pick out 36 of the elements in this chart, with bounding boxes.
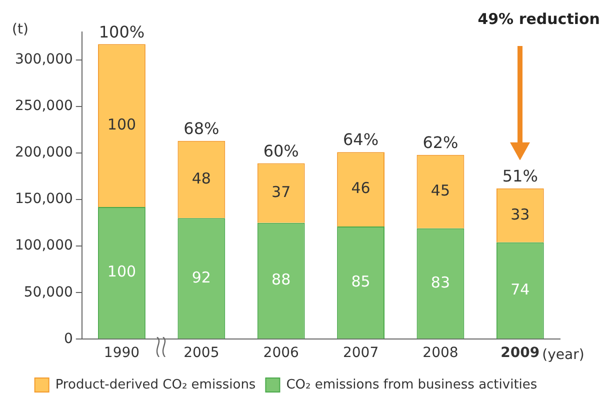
annotation: 88 <box>272 270 291 289</box>
annotation: 83 <box>430 273 450 292</box>
y-tick-label: 250,000 <box>14 98 73 114</box>
y-tick-label: 200,000 <box>14 144 73 161</box>
annotation: 100% <box>98 22 145 42</box>
annotation: 46 <box>351 179 370 198</box>
y-axis-title: (t) <box>12 22 28 38</box>
annotation: 100 <box>107 115 136 134</box>
annotation: 33 <box>510 205 530 224</box>
y-tick-label: 50,000 <box>24 284 73 300</box>
annotation: 74 <box>510 280 530 298</box>
annotation: 48 <box>192 169 211 188</box>
annotation: 62% <box>422 133 458 152</box>
legend-label: Product-derived CO₂ emissions <box>55 377 256 392</box>
annotation: 92 <box>192 268 211 286</box>
annotation: 64% <box>343 130 379 150</box>
annotation: 85 <box>351 272 370 291</box>
annotation: 51% <box>502 166 538 186</box>
y-tick-label: 150,000 <box>14 191 73 208</box>
annotation: 45 <box>430 182 450 200</box>
x-tick-label: 2009 <box>500 345 540 362</box>
legend-label: CO₂ emissions from business activities <box>286 377 538 392</box>
annotation: 100 <box>107 262 136 281</box>
x-tick-label: 2007 <box>342 345 379 362</box>
y-tick-label: 300,000 <box>14 52 73 68</box>
x-axis-title: (year) <box>542 346 584 363</box>
annotation: 37 <box>272 182 291 201</box>
annotation: 60% <box>263 141 299 160</box>
x-tick-label: 1990 <box>104 345 140 362</box>
y-tick-label: 0 <box>64 330 73 347</box>
annotation: 68% <box>184 119 220 138</box>
x-tick-label: 2005 <box>184 345 220 362</box>
text: 49% reduction <box>478 10 600 28</box>
x-tick-label: 2008 <box>422 345 458 362</box>
x-tick-label: 2006 <box>263 345 300 362</box>
y-tick-label: 100,000 <box>14 238 73 254</box>
